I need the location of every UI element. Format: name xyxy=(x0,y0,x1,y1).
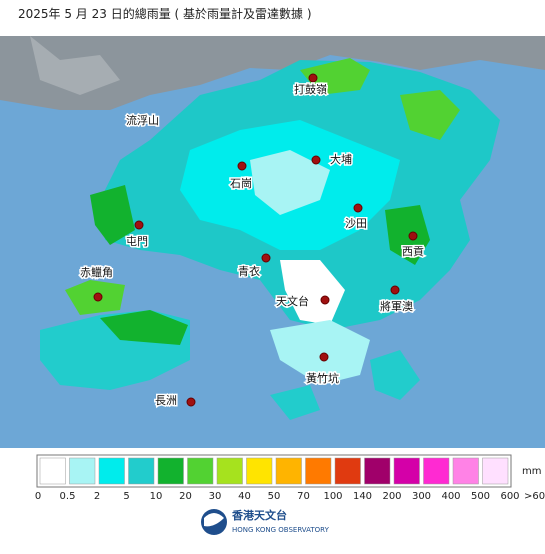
legend-label: 10 xyxy=(150,491,163,502)
station-dot xyxy=(261,253,271,263)
legend-label: 30 xyxy=(209,491,222,502)
station-dot xyxy=(320,295,330,305)
logo: 香港天文台 HONG KONG OBSERVATORY xyxy=(201,508,330,535)
legend-swatch xyxy=(98,457,125,485)
station-label: 將軍澳 xyxy=(380,299,413,313)
legend-label: 500 xyxy=(471,491,490,502)
legend-label: 200 xyxy=(382,491,401,502)
legend-label: 300 xyxy=(412,491,431,502)
legend-swatch xyxy=(187,457,214,485)
legend-label: 70 xyxy=(297,491,310,502)
station-label: 青衣 xyxy=(238,264,260,278)
station-dot xyxy=(408,231,418,241)
legend-label: 140 xyxy=(353,491,372,502)
station-label: 天文台 xyxy=(276,294,309,308)
legend-unit: mm xyxy=(522,466,541,477)
legend-label: 600 xyxy=(500,491,519,502)
station-dot xyxy=(311,155,321,165)
legend-label: 0 xyxy=(35,491,41,502)
legend-swatch xyxy=(334,457,361,485)
legend-swatch xyxy=(128,457,155,485)
legend-swatch xyxy=(393,457,420,485)
legend-swatch xyxy=(246,457,273,485)
station-label: 長洲 xyxy=(155,394,177,407)
legend-swatch xyxy=(423,457,450,485)
station-label: 流浮山 xyxy=(126,113,159,127)
legend: 0 0.5 2 5 10 20 30 40 50 70 100 140 200 300 400 500 600 >… xyxy=(35,454,545,502)
legend-swatch xyxy=(275,457,302,485)
logo-zh: 香港天文台 xyxy=(231,508,287,522)
station-dot xyxy=(237,161,247,171)
legend-swatch xyxy=(69,457,96,485)
legend-label: 40 xyxy=(238,491,251,502)
legend-label: 100 xyxy=(323,491,342,502)
station-dot xyxy=(353,203,363,213)
station-label: 黃竹坑 xyxy=(306,371,339,385)
logo-en: HONG KONG OBSERVATORY xyxy=(232,526,330,534)
title: 2025年 5 月 23 日的總雨量 ( 基於雨量計及雷達數據 ) xyxy=(18,6,312,21)
station-dot xyxy=(390,285,400,295)
legend-label: >600 xyxy=(524,491,545,502)
legend-swatch xyxy=(39,457,66,485)
legend-label: 2 xyxy=(94,491,100,502)
station-dot xyxy=(93,292,103,302)
station-label: 大埔 xyxy=(330,152,352,166)
legend-swatch xyxy=(364,457,391,485)
station-label: 屯門 xyxy=(126,235,148,248)
legend-label: 20 xyxy=(179,491,192,502)
map xyxy=(0,36,545,448)
station-dot xyxy=(308,73,318,83)
station-dot xyxy=(186,397,196,407)
legend-swatch xyxy=(216,457,243,485)
station-dot xyxy=(134,220,144,230)
station-label: 石崗 xyxy=(230,177,252,190)
legend-label: 50 xyxy=(268,491,281,502)
station-label: 赤鱲角 xyxy=(80,266,113,279)
station-label: 西貢 xyxy=(402,245,424,258)
legend-swatch xyxy=(305,457,332,485)
station-dot xyxy=(319,352,329,362)
legend-label: 400 xyxy=(441,491,460,502)
legend-label: 0.5 xyxy=(60,491,76,502)
legend-swatch xyxy=(157,457,184,485)
legend-swatch xyxy=(482,457,509,485)
legend-label: 5 xyxy=(123,491,129,502)
legend-swatch xyxy=(452,457,479,485)
station-label: 沙田 xyxy=(345,217,367,230)
station-label: 打鼓嶺 xyxy=(294,82,327,96)
